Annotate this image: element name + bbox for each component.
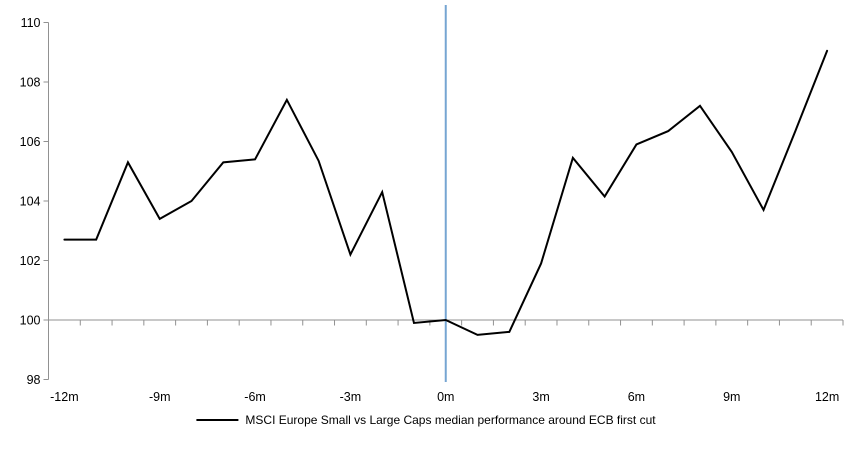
x-axis-tick-label: -6m: [244, 390, 266, 404]
x-axis-tick-label: 9m: [723, 390, 740, 404]
y-axis-tick-label: 102: [20, 254, 41, 268]
x-axis-tick-label: -12m: [50, 390, 78, 404]
x-axis-tick-label: 0m: [437, 390, 454, 404]
legend-line-swatch: [196, 419, 239, 421]
x-axis-tick-label: 12m: [815, 390, 839, 404]
chart-legend: MSCI Europe Small vs Large Caps median p…: [196, 413, 656, 427]
y-axis-tick-label: 98: [27, 373, 41, 387]
y-axis-tick-label: 106: [20, 135, 41, 149]
y-axis-tick-label: 100: [20, 314, 41, 328]
y-axis-tick-label: 108: [20, 76, 41, 90]
legend-label: MSCI Europe Small vs Large Caps median p…: [245, 413, 656, 427]
y-axis-tick-label: 104: [20, 195, 41, 209]
x-axis-tick-label: -3m: [340, 390, 362, 404]
series-line: [63, 49, 829, 336]
x-axis-tick-label: 6m: [628, 390, 645, 404]
x-axis-tick-label: -9m: [149, 390, 171, 404]
x-axis-tick-label: 3m: [532, 390, 549, 404]
y-axis-tick-label: 110: [21, 16, 41, 30]
